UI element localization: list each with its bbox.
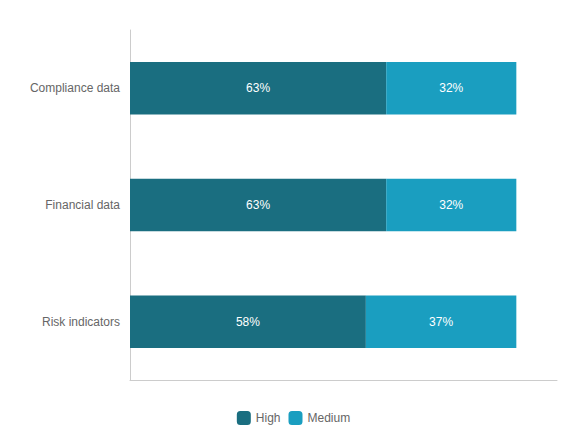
svg-text:Medium: Medium xyxy=(308,411,351,425)
svg-text:37%: 37% xyxy=(429,315,453,329)
svg-text:High: High xyxy=(256,411,281,425)
svg-text:32%: 32% xyxy=(439,81,463,95)
svg-text:58%: 58% xyxy=(236,315,260,329)
svg-text:63%: 63% xyxy=(246,198,270,212)
svg-text:Financial data: Financial data xyxy=(45,198,120,212)
svg-text:Compliance data: Compliance data xyxy=(30,81,120,95)
svg-text:63%: 63% xyxy=(246,81,270,95)
svg-text:32%: 32% xyxy=(439,198,463,212)
svg-text:Risk indicators: Risk indicators xyxy=(42,315,120,329)
